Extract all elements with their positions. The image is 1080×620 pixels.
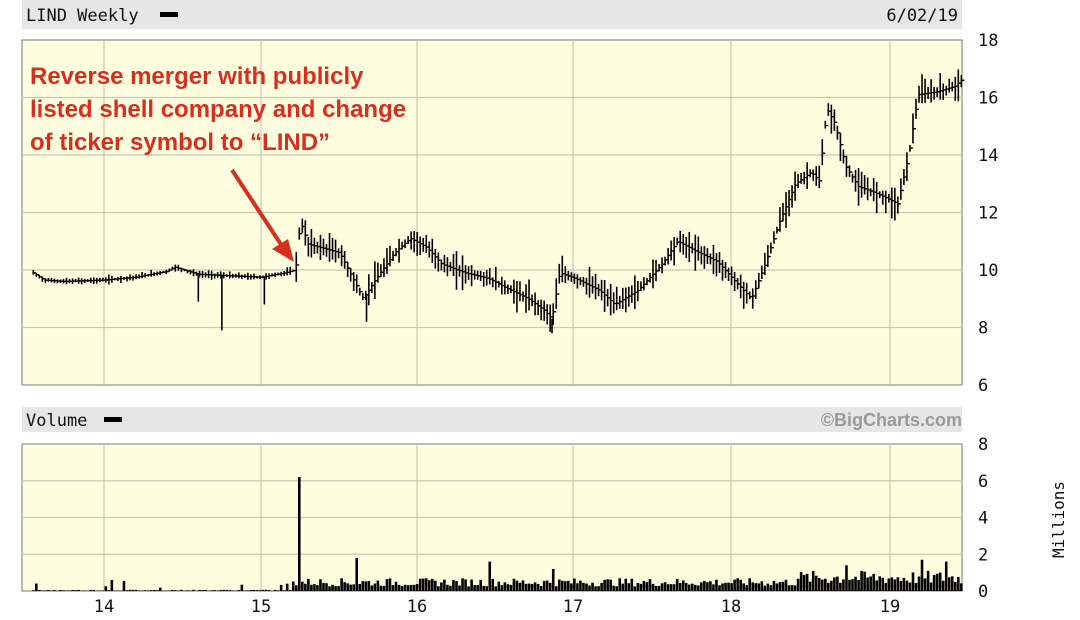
- annotation-line-3: of ticker symbol to “LIND”: [30, 129, 330, 156]
- price-y-tick-10: 10: [978, 261, 998, 281]
- price-bars: [32, 69, 965, 334]
- price-y-tick-8: 8: [978, 319, 988, 339]
- x-axis-ticks: 14 15 16 17 18 19: [94, 597, 900, 617]
- volume-units-label: Millions: [1049, 481, 1068, 558]
- volume-y-tick-4: 4: [978, 509, 988, 529]
- volume-title: Volume: [26, 411, 87, 431]
- x-tick-14: 14: [94, 597, 114, 617]
- volume-header-bar: [22, 407, 962, 432]
- price-y-tick-14: 14: [978, 146, 998, 166]
- price-plot: 18 16 14 12 10 8 6: [21, 31, 998, 396]
- price-y-tick-18: 18: [978, 31, 998, 51]
- price-y-tick-6: 6: [978, 376, 988, 396]
- x-tick-17: 17: [563, 597, 583, 617]
- volume-y-tick-8: 8: [978, 435, 988, 455]
- x-tick-15: 15: [251, 597, 271, 617]
- volume-bars: [31, 477, 963, 591]
- volume-plot: 8 6 4 2 0: [21, 435, 988, 602]
- title-legend-swatch: [160, 12, 178, 17]
- volume-y-tick-6: 6: [978, 472, 988, 492]
- annotation-line-1: Reverse merger with publicly: [30, 63, 364, 90]
- bigcharts-brand: ©BigCharts.com: [821, 410, 962, 430]
- volume-y-tick-2: 2: [978, 545, 988, 565]
- volume-legend-swatch: [104, 417, 122, 422]
- volume-y-tick-0: 0: [978, 582, 988, 602]
- x-tick-19: 19: [880, 597, 900, 617]
- price-y-tick-16: 16: [978, 89, 998, 109]
- chart-date: 6/02/19: [886, 6, 958, 26]
- volume-y-ticks: 8 6 4 2 0: [978, 435, 988, 602]
- volume-grid: [22, 444, 962, 591]
- price-y-tick-12: 12: [978, 204, 998, 224]
- price-y-ticks: 18 16 14 12 10 8 6: [978, 31, 998, 396]
- annotation-arrow-head: [272, 239, 294, 262]
- annotation-arrow-shaft: [230, 168, 284, 248]
- price-header-bar: [22, 0, 962, 29]
- x-tick-16: 16: [407, 597, 427, 617]
- annotation: Reverse merger with publicly listed shel…: [30, 63, 406, 262]
- x-tick-18: 18: [721, 597, 741, 617]
- annotation-line-2: listed shell company and change: [30, 96, 406, 123]
- chart-title: LIND Weekly: [26, 6, 139, 26]
